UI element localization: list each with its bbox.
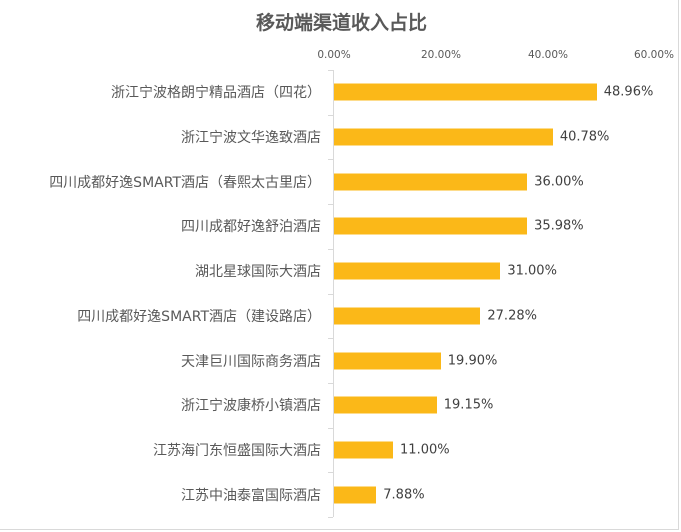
axis-tick-mark <box>328 293 333 295</box>
axis-tick-mark <box>328 472 333 474</box>
axis-tick-mark <box>328 517 333 518</box>
category-label: 四川成都好逸舒泊酒店 <box>181 219 321 236</box>
bar <box>334 83 597 101</box>
axis-tick-mark <box>328 204 333 206</box>
bar-row: 四川成都好逸舒泊酒店 35.98% <box>0 204 681 249</box>
bar-row: 浙江宁波康桥小镇酒店 19.15% <box>0 383 681 428</box>
bar <box>334 217 528 235</box>
bar-row: 湖北星球国际大酒店 31.00% <box>0 249 681 294</box>
x-tick-label: 0.00% <box>317 49 351 61</box>
chart-title-text: 移动端渠道收入占比 <box>255 12 427 34</box>
axis-tick-mark <box>328 159 333 161</box>
value-label: 31.00% <box>507 263 557 279</box>
category-label: 江苏海门东恒盛国际大酒店 <box>153 442 321 459</box>
category-label: 四川成都好逸SMART酒店（春熙太古里店） <box>49 174 321 191</box>
value-label: 40.78% <box>559 129 610 145</box>
axis-tick-mark <box>328 427 333 429</box>
bar <box>334 262 501 280</box>
axis-tick-mark <box>328 338 333 340</box>
bar <box>334 307 481 325</box>
bar-row: 江苏海门东恒盛国际大酒店 11.00% <box>0 428 681 473</box>
bar <box>334 486 377 504</box>
value-label: 19.90% <box>447 353 498 369</box>
bar-row: 四川成都好逸SMART酒店（建设路店） 27.28% <box>0 294 681 339</box>
x-tick-label: 20.00% <box>420 49 462 61</box>
axis-tick-mark <box>328 70 333 71</box>
chart-title: 移动端渠道收入占比 <box>0 8 681 35</box>
bar-row: 天津巨川国际商务酒店 19.90% <box>0 338 681 383</box>
value-label: 27.28% <box>487 308 537 324</box>
bar <box>334 396 437 414</box>
category-label: 浙江宁波文华逸致酒店 <box>181 130 321 147</box>
category-label: 四川成都好逸SMART酒店（建设路店） <box>77 308 321 325</box>
category-label: 湖北星球国际大酒店 <box>195 264 321 281</box>
category-label: 天津巨川国际商务酒店 <box>181 353 321 370</box>
bar <box>334 352 441 370</box>
value-label: 19.15% <box>443 397 494 413</box>
axis-tick-mark <box>328 248 333 250</box>
bar <box>334 441 394 459</box>
x-tick-label: 40.00% <box>527 49 569 61</box>
bar-row: 浙江宁波格朗宁精品酒店（四花） 48.96% <box>0 70 681 115</box>
category-label: 江苏中油泰富国际酒店 <box>181 487 321 504</box>
value-label: 11.00% <box>400 442 450 458</box>
category-label: 浙江宁波格朗宁精品酒店（四花） <box>111 85 321 102</box>
bar <box>334 173 528 191</box>
x-tick-label: 60.00% <box>633 49 675 61</box>
bar <box>334 128 553 146</box>
bar-row: 浙江宁波文华逸致酒店 40.78% <box>0 115 681 160</box>
bar-row: 四川成都好逸SMART酒店（春熙太古里店） 36.00% <box>0 159 681 204</box>
axis-tick-mark <box>328 382 333 384</box>
value-label: 36.00% <box>534 174 584 190</box>
value-label: 7.88% <box>383 487 425 503</box>
category-label: 浙江宁波康桥小镇酒店 <box>181 398 321 415</box>
category-axis-line <box>333 70 334 517</box>
axis-tick-mark <box>328 114 333 116</box>
value-label: 35.98% <box>534 218 584 234</box>
bar-row: 江苏中油泰富国际酒店 7.88% <box>0 472 681 517</box>
value-label: 48.96% <box>603 84 654 100</box>
